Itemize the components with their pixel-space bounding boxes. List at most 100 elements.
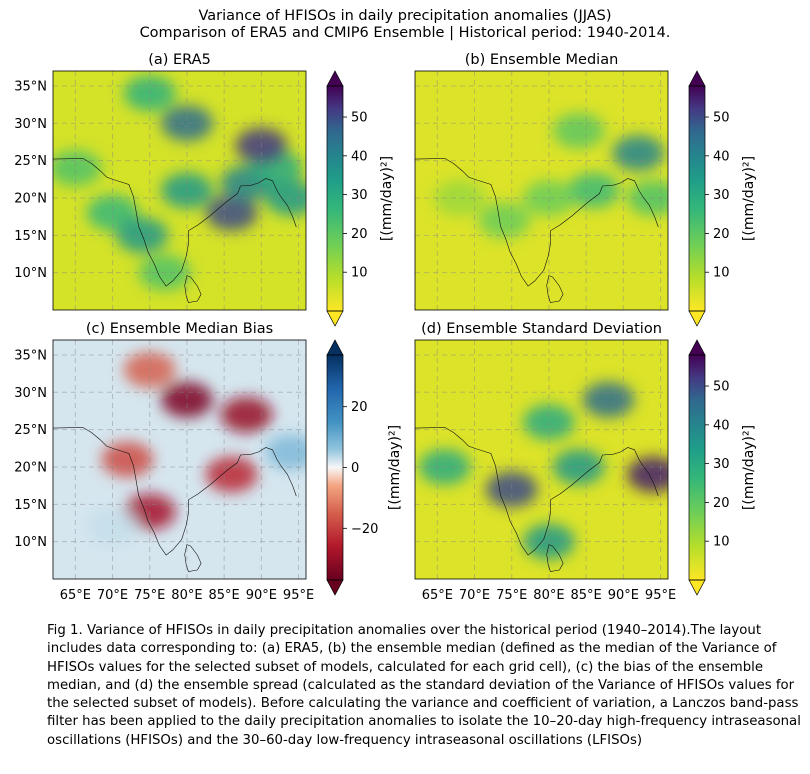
y-tick-label: 20°N <box>14 460 47 475</box>
x-tick-label: 75°E <box>134 588 165 603</box>
panel-title: (d) Ensemble Standard Deviation <box>421 321 662 337</box>
panel-title: (b) Ensemble Median <box>465 52 619 68</box>
colorbar-extend-min <box>688 579 706 596</box>
y-tick-label: 10°N <box>14 266 47 281</box>
field-cell <box>522 523 575 560</box>
map-area <box>53 340 306 579</box>
field-cell <box>627 179 668 216</box>
colorbar-outline <box>688 85 706 312</box>
field-layer <box>86 351 306 545</box>
field-cell <box>433 179 486 216</box>
field-cell <box>265 434 306 471</box>
coastline <box>415 427 659 556</box>
field-cell <box>86 508 139 545</box>
field-cell <box>567 172 620 209</box>
field-cell <box>522 179 575 216</box>
field-cell <box>123 351 176 388</box>
x-tick-label: 65°E <box>60 588 91 603</box>
colorbar-body <box>689 86 705 311</box>
figure-suptitle-line1: Variance of HFISOs in daily precipitatio… <box>198 8 612 24</box>
colorbar-body <box>327 355 343 580</box>
field-cell <box>612 135 665 172</box>
colorbar-body <box>327 86 343 311</box>
field-cell <box>160 381 213 418</box>
colorbar-tick-label: −20 <box>351 522 378 537</box>
x-tick-label: 70°E <box>97 588 128 603</box>
y-tick-label: 35°N <box>14 348 47 363</box>
figure-caption: Fig 1. Variance of HFISOs in daily preci… <box>47 623 801 748</box>
panel-frame <box>414 70 669 311</box>
x-tick-label: 85°E <box>571 588 602 603</box>
colorbar-tick-label: 40 <box>351 149 368 164</box>
panel-1: (b) Ensemble Median 10 20 30 40 50 [(mm/day)²] <box>414 52 757 327</box>
colorbar-tick-label: 30 <box>713 188 730 203</box>
field-cell <box>582 381 635 418</box>
colorbar-tick-label: 30 <box>713 457 730 472</box>
colorbar-tick-label: 20 <box>713 496 730 511</box>
colorbar-tick-label: 40 <box>713 418 730 433</box>
x-tick-label: 65°E <box>422 588 453 603</box>
panel-frame <box>52 339 307 580</box>
x-tick-label: 80°E <box>533 588 564 603</box>
field-cell <box>418 448 471 485</box>
colorbar-tick-label: 50 <box>713 111 730 126</box>
x-tick-label: 90°E <box>608 588 639 603</box>
colorbar: 10 20 30 40 50 [(mm/day)²] <box>326 70 395 327</box>
y-tick-label: 20°N <box>14 191 47 206</box>
panel-title: (c) Ensemble Median Bias <box>86 321 273 337</box>
y-tick-label: 15°N <box>14 498 47 513</box>
colorbar-outline <box>326 85 344 312</box>
colorbar-tick-label: 10 <box>713 535 730 550</box>
field-cell <box>220 396 273 433</box>
coastline-sri-lanka <box>184 544 202 572</box>
coastline-sri-lanka <box>184 275 202 303</box>
field-cell <box>552 448 605 485</box>
field-layer <box>53 75 306 291</box>
field-cell <box>123 75 176 112</box>
field-cell <box>235 127 288 164</box>
colorbar-extend-min <box>326 310 344 327</box>
y-tick-label: 15°N <box>14 229 47 244</box>
panel-2: (c) Ensemble Median Bias 10°N 15°N 20°N 25°N… <box>14 321 403 603</box>
colorbar-body <box>689 355 705 580</box>
colorbar: 10 20 30 40 50 [(mm/day)²] <box>688 70 757 327</box>
field-layer <box>433 112 668 239</box>
field-cell <box>160 172 213 209</box>
colorbar-tick-label: 20 <box>713 227 730 242</box>
colorbar-outline <box>688 354 706 581</box>
colorbar: 10 20 30 40 50 [(mm/day)²] <box>688 339 757 596</box>
colorbar-extend-max <box>688 339 706 356</box>
colorbar-tick-label: 0 <box>351 461 359 476</box>
panel-frame <box>52 70 307 311</box>
colorbar-extend-max <box>326 339 344 356</box>
colorbar-tick-label: 40 <box>713 149 730 164</box>
coastline <box>53 158 297 287</box>
x-tick-label: 85°E <box>209 588 240 603</box>
field-cell <box>205 194 258 231</box>
colorbar-tick-label: 30 <box>351 188 368 203</box>
coastline-sri-lanka <box>546 275 564 303</box>
panel-frame <box>414 339 669 580</box>
coastline <box>53 427 297 556</box>
colorbar-tick-label: 10 <box>351 266 368 281</box>
y-tick-label: 25°N <box>14 154 47 169</box>
y-tick-label: 35°N <box>14 79 47 94</box>
figure-suptitle-line2: Comparison of ERA5 and CMIP6 Ensemble | … <box>139 25 671 41</box>
field-cell <box>101 441 154 478</box>
field-layer <box>418 381 668 560</box>
panel-0: (a) ERA5 10°N 15°N 20°N 25°N 30°N 35°N 10 20 30 40… <box>14 52 395 327</box>
colorbar-tick-label: 20 <box>351 400 368 415</box>
figure-panels: (a) ERA5 10°N 15°N 20°N 25°N 30°N 35°N 10 20 30 40… <box>14 52 757 603</box>
field-cell <box>205 456 258 493</box>
colorbar-label: [(mm/day)²] <box>741 156 757 241</box>
colorbar-tick-label: 20 <box>351 227 368 242</box>
field-cell <box>485 471 538 508</box>
field-cell <box>138 254 191 291</box>
map-area <box>415 71 668 310</box>
field-cell <box>552 112 605 149</box>
colorbar-tick-label: 50 <box>351 111 368 126</box>
colorbar-extend-max <box>688 70 706 87</box>
colorbar-extend-min <box>688 310 706 327</box>
y-tick-label: 25°N <box>14 423 47 438</box>
colorbar-tick-label: 50 <box>713 380 730 395</box>
